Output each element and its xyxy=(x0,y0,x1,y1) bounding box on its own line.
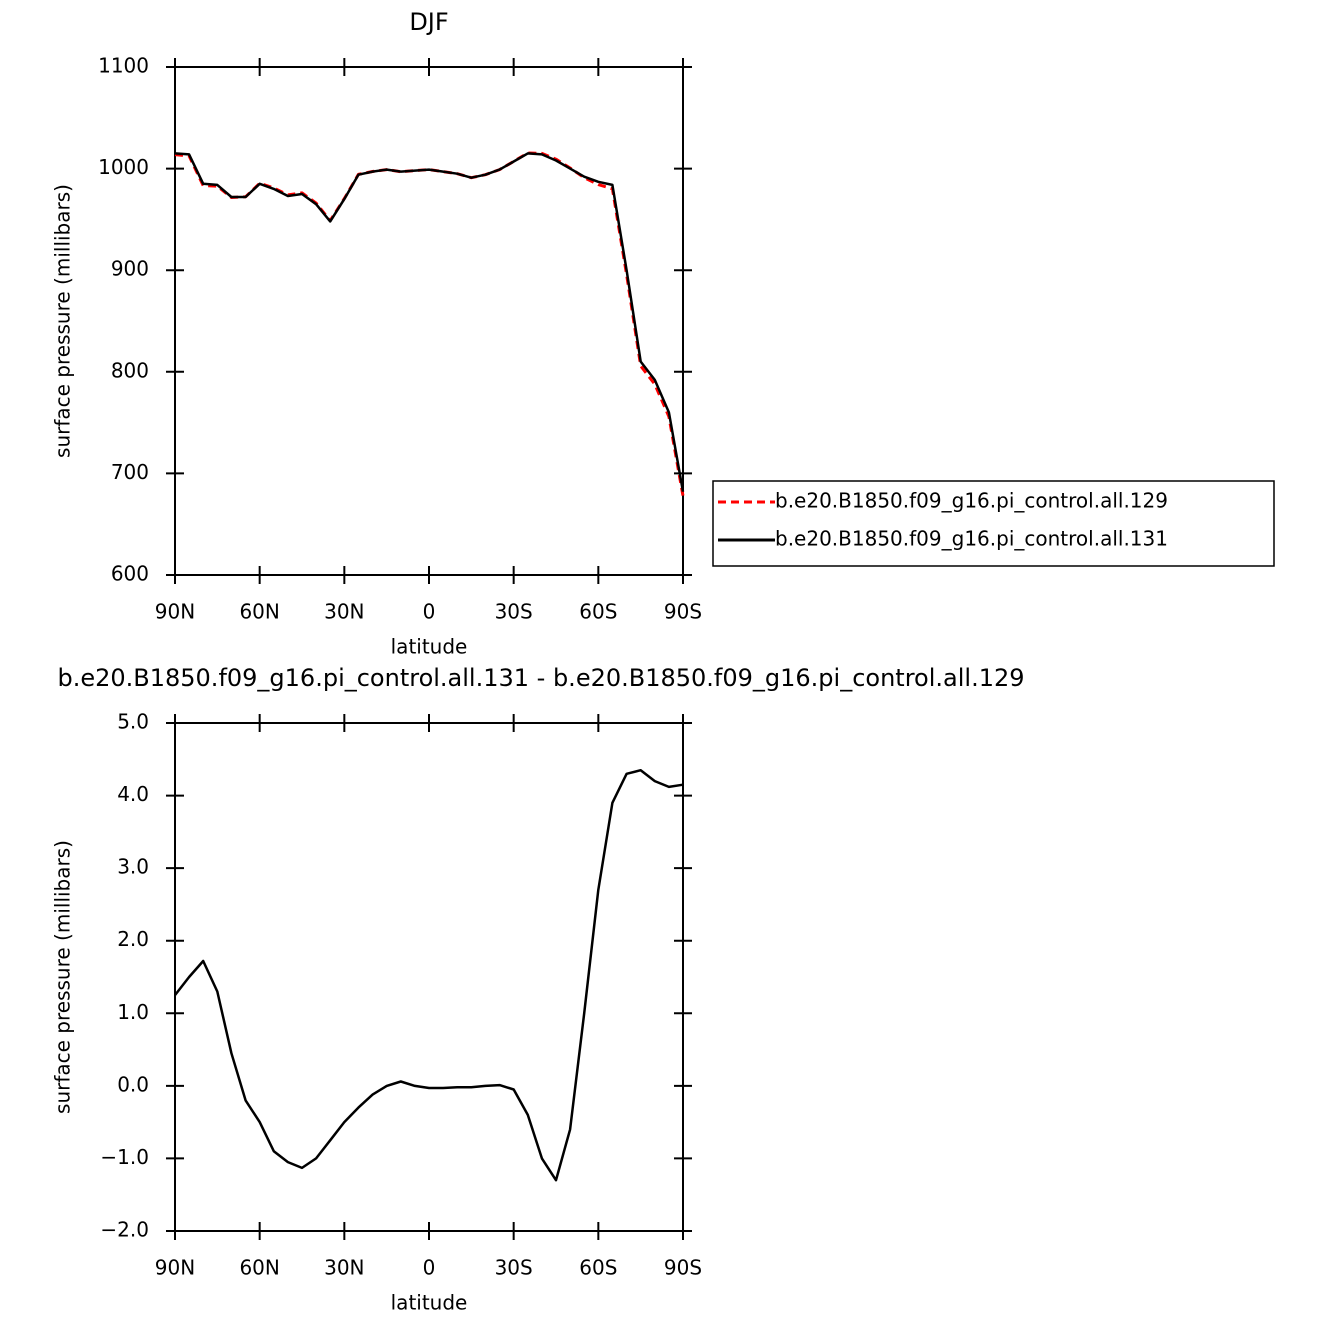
y-tick-label: 2.0 xyxy=(117,927,149,951)
y-tick-label: 0.0 xyxy=(117,1072,149,1096)
y-axis-label: surface pressure (millibars) xyxy=(51,184,75,458)
x-tick-label: 60N xyxy=(239,600,279,624)
y-axis-label: surface pressure (millibars) xyxy=(51,840,75,1114)
x-axis-label: latitude xyxy=(391,1291,468,1315)
x-tick-label: 30S xyxy=(495,600,533,624)
y-tick-label: 4.0 xyxy=(117,782,149,806)
y-tick-label: 5.0 xyxy=(117,710,149,734)
x-tick-label: 0 xyxy=(423,1256,436,1280)
x-tick-label: 60S xyxy=(579,1256,617,1280)
x-tick-label: 30S xyxy=(495,1256,533,1280)
x-axis-label: latitude xyxy=(391,635,468,659)
y-tick-label: 1.0 xyxy=(117,1000,149,1024)
plot-frame xyxy=(174,722,684,1232)
y-tick-label: 900 xyxy=(111,257,149,281)
plot-frame xyxy=(174,66,684,576)
y-tick-label: −2.0 xyxy=(100,1218,149,1242)
y-tick-label: 600 xyxy=(111,562,149,586)
legend-label: b.e20.B1850.f09_g16.pi_control.all.131 xyxy=(775,527,1168,551)
y-tick-label: 1100 xyxy=(98,54,149,78)
y-tick-label: 700 xyxy=(111,460,149,484)
y-tick-label: −1.0 xyxy=(100,1145,149,1169)
x-tick-label: 0 xyxy=(423,600,436,624)
legend-label: b.e20.B1850.f09_g16.pi_control.all.129 xyxy=(775,489,1168,513)
x-tick-label: 90N xyxy=(155,1256,195,1280)
data-line xyxy=(174,152,685,492)
data-line xyxy=(174,768,684,1182)
x-tick-label: 30N xyxy=(324,600,364,624)
chart-title: DJF xyxy=(409,8,448,36)
y-tick-label: 800 xyxy=(111,358,149,382)
legend-box xyxy=(712,480,1275,567)
x-tick-label: 90S xyxy=(664,1256,702,1280)
x-tick-label: 60S xyxy=(579,600,617,624)
x-tick-label: 30N xyxy=(324,1256,364,1280)
x-tick-label: 60N xyxy=(239,1256,279,1280)
y-tick-label: 3.0 xyxy=(117,855,149,879)
x-tick-label: 90N xyxy=(155,600,195,624)
y-tick-label: 1000 xyxy=(98,155,149,179)
chart-title: b.e20.B1850.f09_g16.pi_control.all.131 -… xyxy=(57,664,1024,692)
x-tick-label: 90S xyxy=(664,600,702,624)
data-line xyxy=(174,151,685,497)
